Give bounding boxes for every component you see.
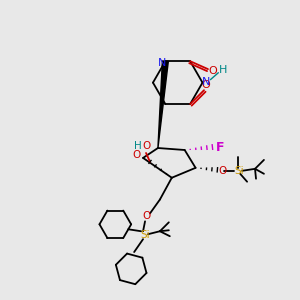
Text: O: O: [218, 166, 226, 176]
Text: O: O: [132, 150, 140, 160]
Text: Si: Si: [234, 166, 244, 176]
Text: F: F: [216, 140, 225, 154]
Text: N: N: [202, 76, 211, 87]
Text: Si: Si: [140, 230, 150, 240]
Text: O: O: [202, 80, 210, 90]
Text: O: O: [208, 66, 217, 76]
Text: H: H: [134, 141, 142, 151]
Text: O: O: [142, 141, 150, 151]
Text: O: O: [142, 212, 150, 221]
Polygon shape: [158, 61, 168, 148]
Text: H: H: [219, 65, 227, 75]
Text: N: N: [158, 58, 166, 68]
